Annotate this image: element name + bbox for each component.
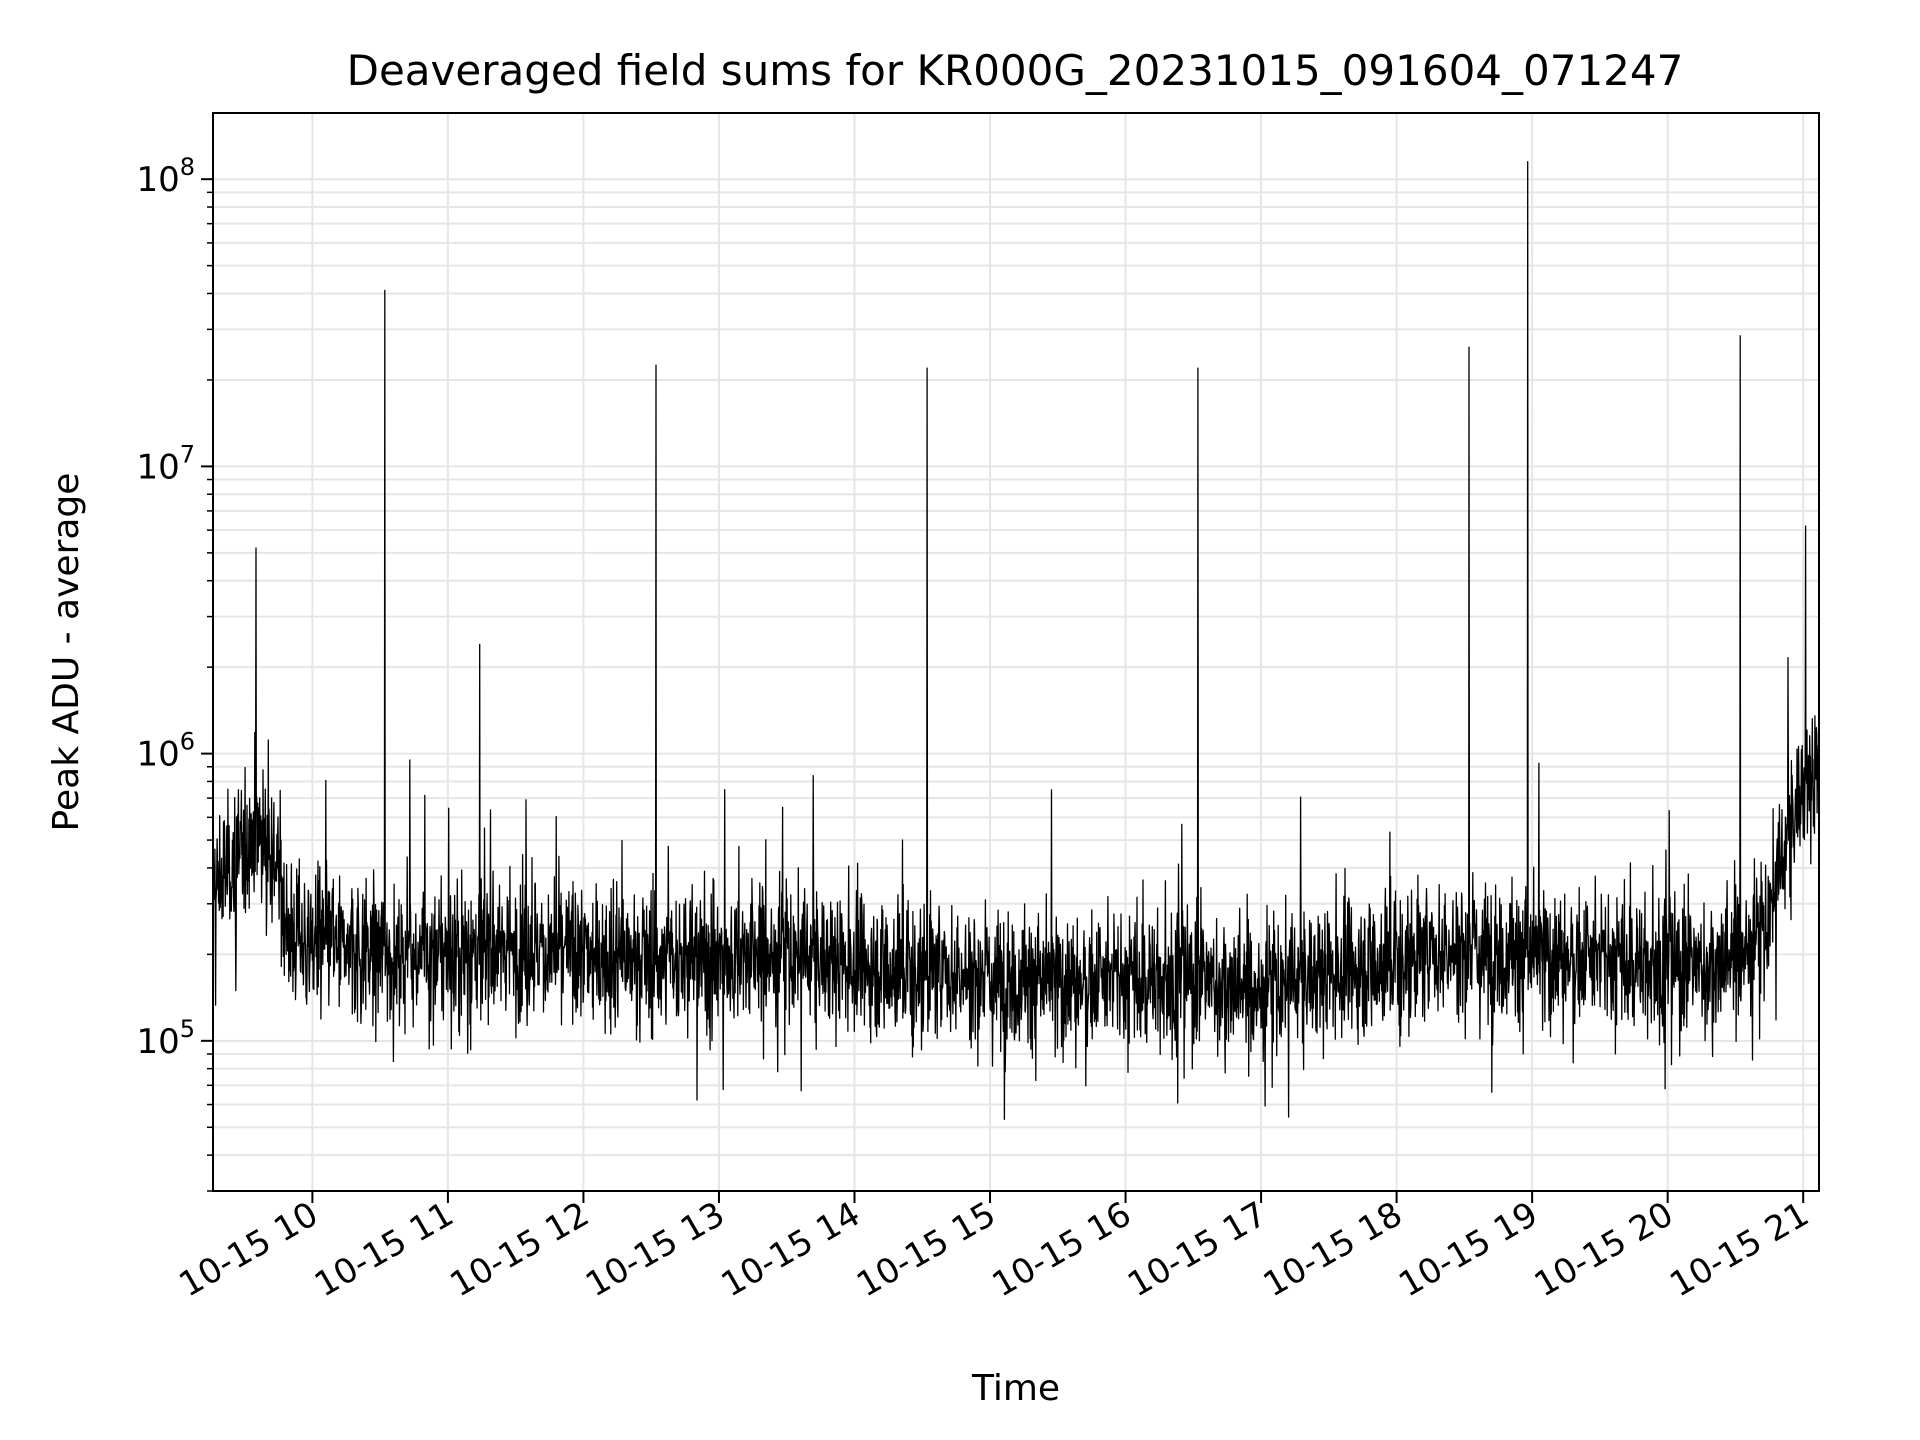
series-line — [212, 161, 1820, 1120]
x-axis-label: Time — [971, 1368, 1060, 1409]
chart-title: Deaveraged field sums for KR000G_2023101… — [347, 46, 1684, 95]
y-tick-label: 106 — [136, 728, 195, 775]
series — [212, 161, 1820, 1120]
y-axis: 105 106 107 108 — [136, 153, 213, 1192]
y-tick-label: 107 — [136, 440, 195, 487]
y-tick-label: 105 — [136, 1015, 195, 1062]
plot-frame — [212, 112, 1820, 1192]
y-axis-label: Peak ADU - average — [46, 473, 87, 832]
y-tick-label: 108 — [136, 153, 195, 200]
